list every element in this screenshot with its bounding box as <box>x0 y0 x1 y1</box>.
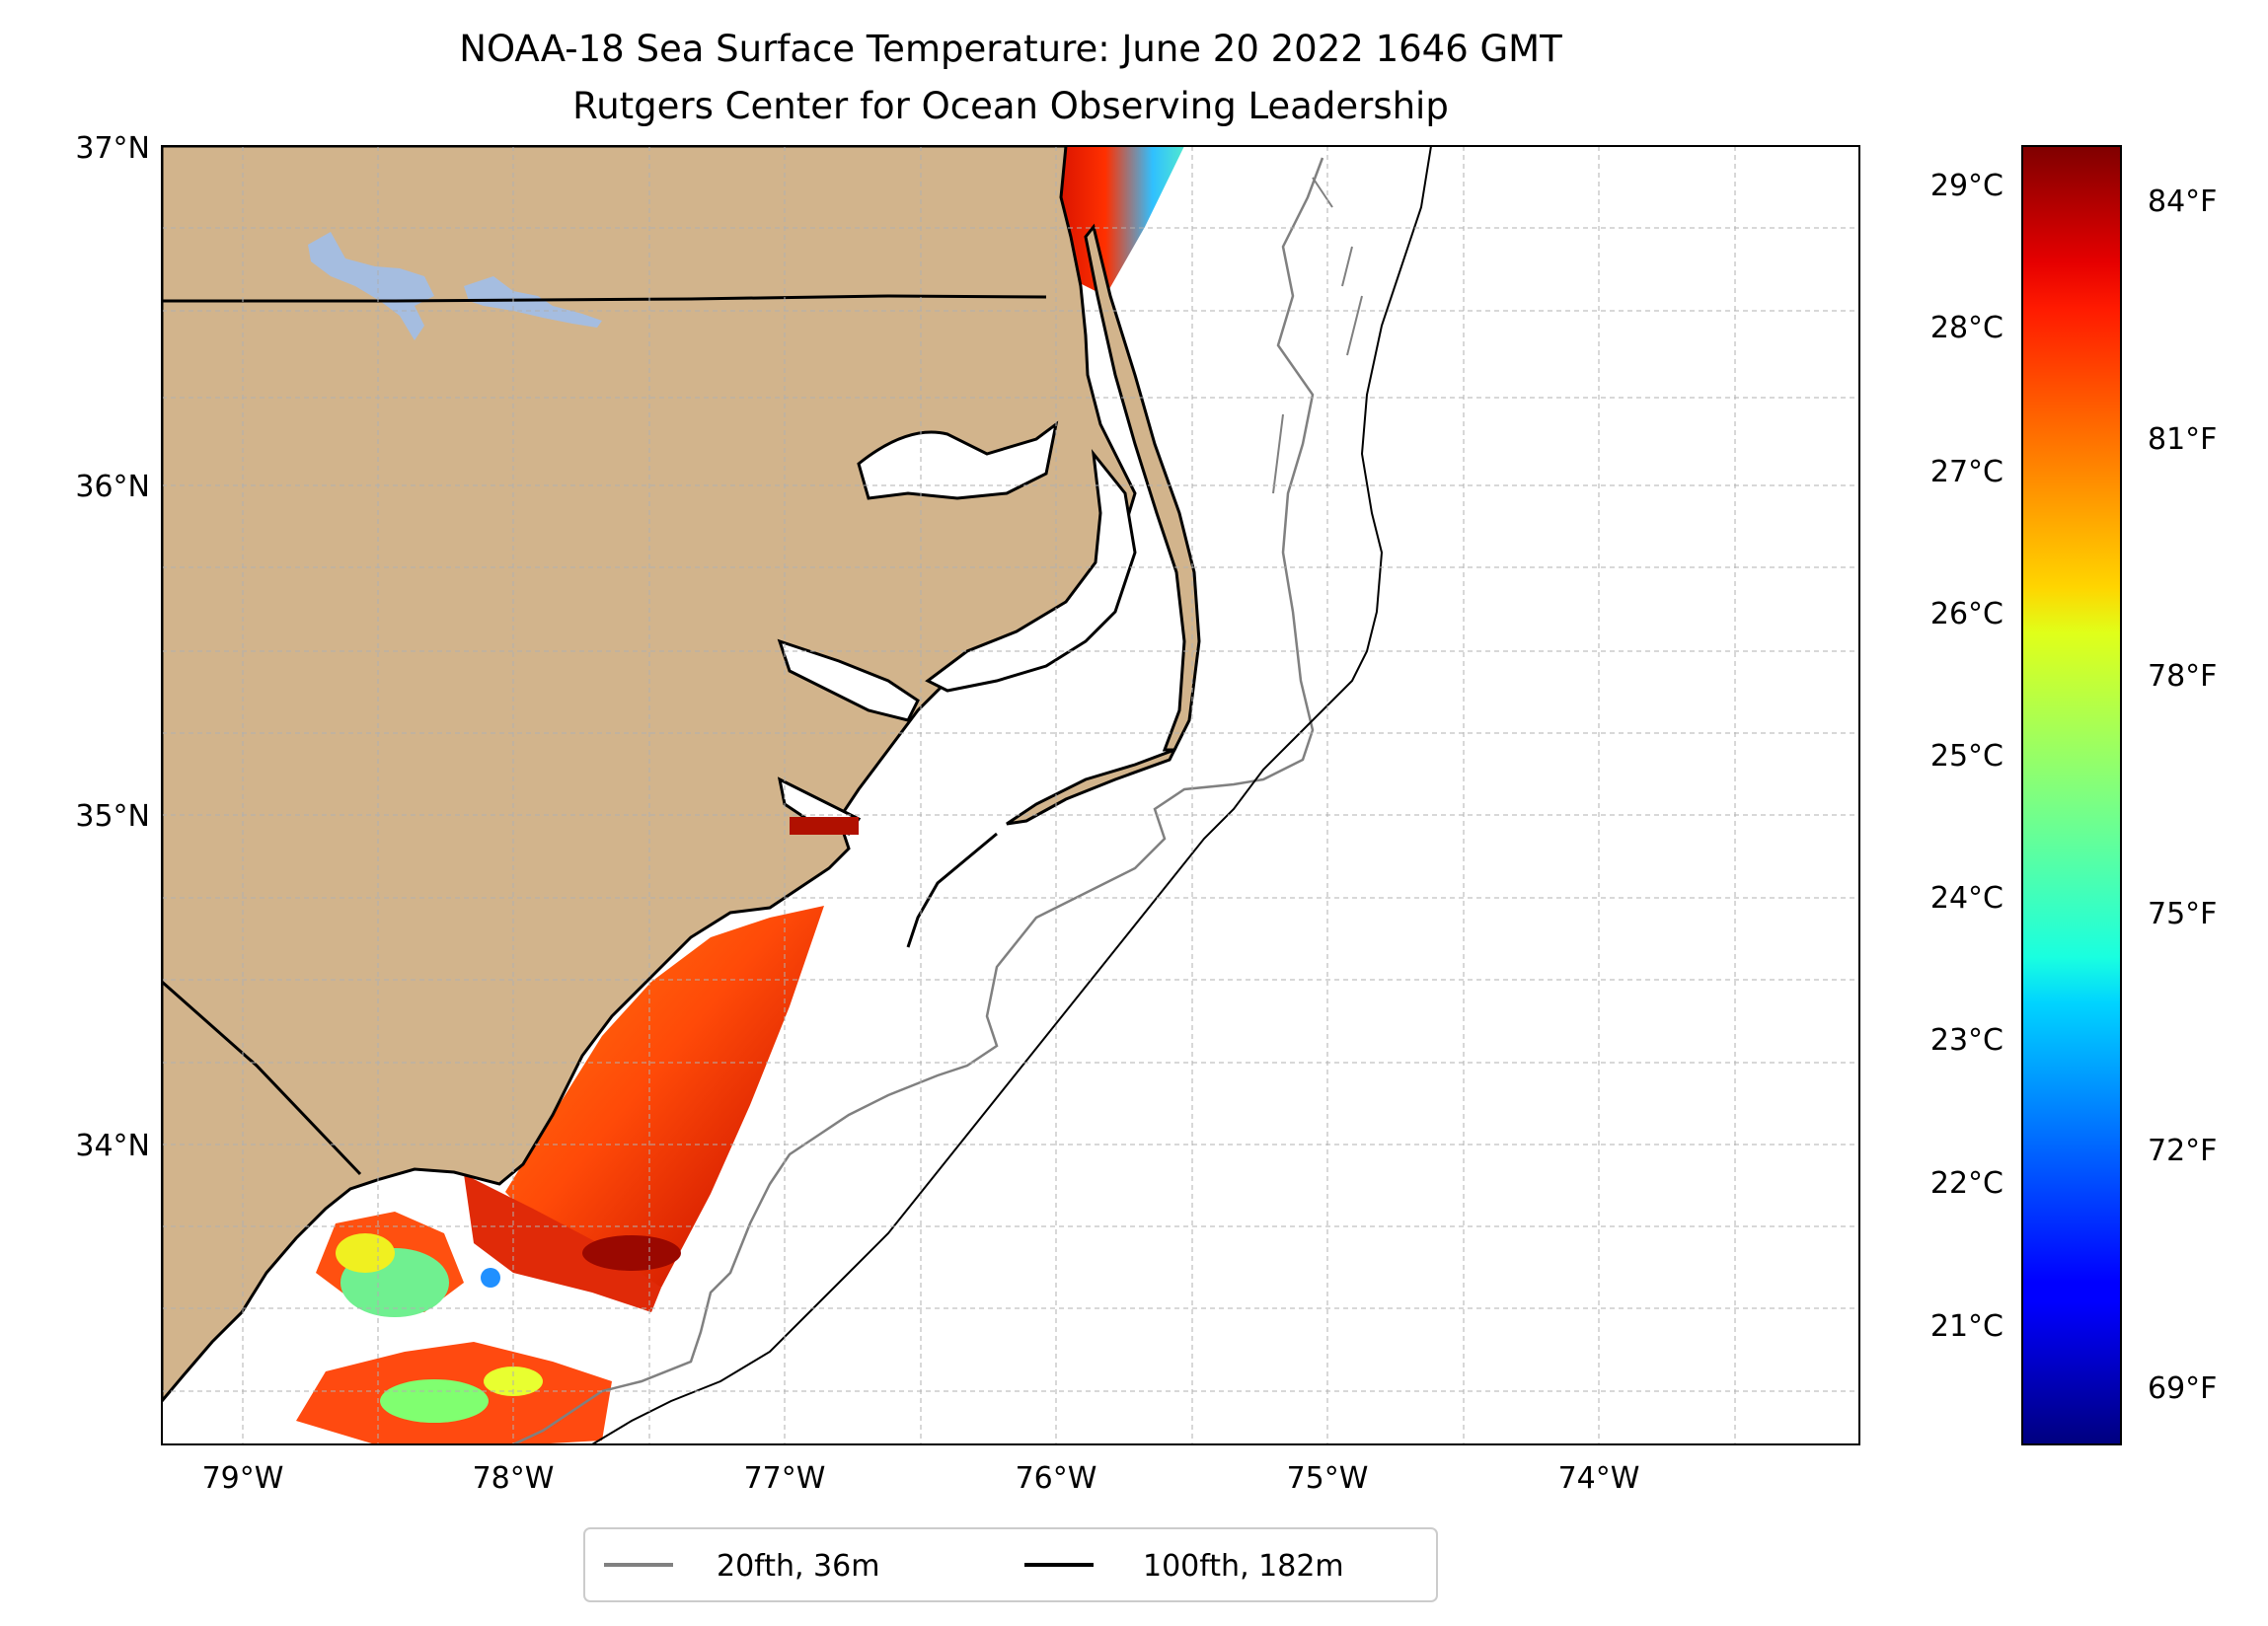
fahrenheit-label: 72°F <box>2148 1134 2217 1168</box>
celsius-label: 21°C <box>1930 1309 2003 1344</box>
celsius-label: 28°C <box>1930 311 2003 345</box>
lon-label: 78°W <box>473 1461 555 1496</box>
land-pamlico-sound <box>925 448 1137 693</box>
lat-label: 37°N <box>75 131 150 166</box>
fahrenheit-label: 75°F <box>2148 897 2217 931</box>
lon-label: 75°W <box>1287 1461 1369 1496</box>
fahrenheit-label: 81°F <box>2148 422 2217 457</box>
celsius-label: 24°C <box>1930 881 2003 916</box>
legend-box <box>583 1527 1438 1602</box>
celsius-label: 27°C <box>1930 455 2003 489</box>
fahrenheit-label: 84°F <box>2148 185 2217 219</box>
sst-swath-south <box>505 906 824 1288</box>
map-frame <box>161 145 1860 1445</box>
sst-swath-south-shelf <box>464 1174 661 1312</box>
state-border-nc-sc <box>162 980 362 1176</box>
isobath-20fth-shoals <box>1272 177 1363 494</box>
longitude-labels: 79°W 78°W 77°W 76°W 75°W 74°W <box>202 1461 1640 1496</box>
land-barrier-south <box>1006 747 1178 826</box>
lake-gaston <box>464 276 602 328</box>
lon-label: 74°W <box>1558 1461 1640 1496</box>
isobath-100fth <box>591 146 1432 1444</box>
celsius-label: 22°C <box>1930 1166 2003 1201</box>
lat-label: 36°N <box>75 470 150 504</box>
lat-label: 35°N <box>75 799 150 834</box>
lat-label: 34°N <box>75 1129 150 1163</box>
lake-kerr <box>308 232 434 340</box>
colorbar-celsius-labels: 29°C 28°C 27°C 26°C 25°C 24°C 23°C 22°C … <box>1930 169 2003 1344</box>
fahrenheit-label: 69°F <box>2148 1371 2217 1406</box>
lon-label: 76°W <box>1016 1461 1097 1496</box>
lon-label: 79°W <box>202 1461 284 1496</box>
sst-patch-blue <box>481 1268 500 1288</box>
map-title-line1: NOAA-18 Sea Surface Temperature: June 20… <box>459 28 1562 70</box>
map-title-line2: Rutgers Center for Ocean Observing Leade… <box>572 85 1449 127</box>
colorbar-gradient <box>2021 145 2122 1445</box>
land-peninsula <box>857 420 1059 500</box>
sst-estuary-patch <box>790 817 859 835</box>
colorbar: 29°C 28°C 27°C 26°C 25°C 24°C 23°C 22°C … <box>1930 145 2217 1445</box>
gridlines <box>162 146 1859 1444</box>
legend-label-20fth: 20fth, 36m <box>717 1549 879 1584</box>
lon-label: 77°W <box>744 1461 826 1496</box>
colorbar-fahrenheit-labels: 84°F 81°F 78°F 75°F 72°F 69°F <box>2148 185 2217 1406</box>
legend: 20fth, 36m 100fth, 182m <box>583 1527 1438 1602</box>
latitude-labels: 37°N 36°N 35°N 34°N <box>75 131 150 1163</box>
sst-warm-patch <box>582 1235 681 1271</box>
sst-patch-lower-cool <box>380 1379 489 1423</box>
sst-patch-cool2 <box>336 1233 395 1273</box>
state-border-va-nc <box>162 294 1047 303</box>
isobath-20fth <box>512 157 1324 1444</box>
celsius-label: 26°C <box>1930 597 2003 631</box>
celsius-label: 23°C <box>1930 1023 2003 1058</box>
map-panel[interactable] <box>162 146 1859 1444</box>
land-cape-lookout <box>906 832 998 948</box>
fahrenheit-label: 78°F <box>2148 659 2217 694</box>
legend-label-100fth: 100fth, 182m <box>1143 1549 1344 1584</box>
land-outer-banks <box>1084 223 1201 752</box>
celsius-label: 29°C <box>1930 169 2003 203</box>
land-neuse-estuary <box>777 638 920 722</box>
celsius-label: 25°C <box>1930 739 2003 774</box>
